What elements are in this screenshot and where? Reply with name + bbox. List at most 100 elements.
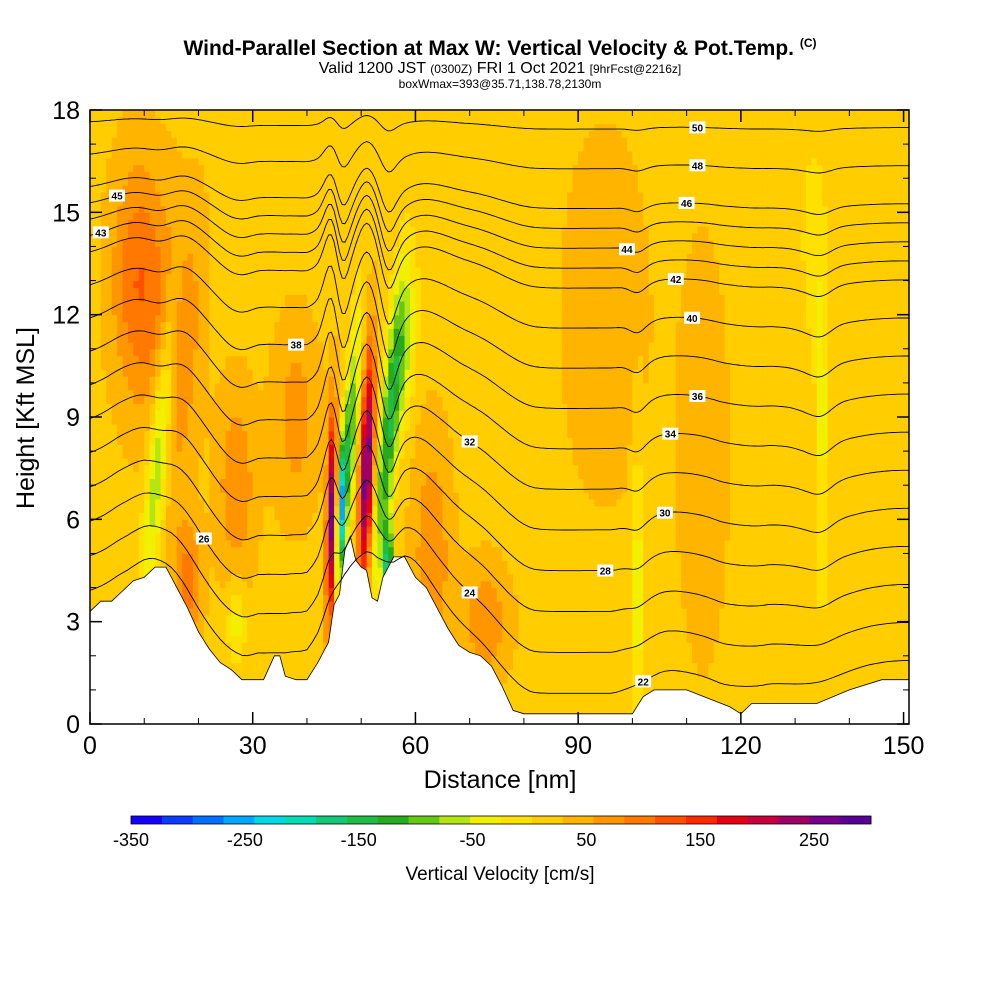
velocity-cell [350,348,357,357]
velocity-cell [372,464,379,473]
velocity-cell [209,307,216,316]
velocity-cell [236,144,243,152]
velocity-cell [220,580,227,589]
velocity-cell [306,567,313,575]
velocity-cell [296,553,303,561]
velocity-cell [285,321,292,329]
velocity-cell [182,116,189,125]
velocity-cell [268,580,276,589]
velocity-cell [236,185,243,193]
velocity-cell [258,457,265,466]
velocity-cell [171,273,178,282]
velocity-cell [241,410,248,418]
velocity-cell [268,212,276,220]
velocity-cell [241,539,248,548]
velocity-cell [160,437,167,445]
velocity-cell [252,669,259,677]
velocity-cell [274,232,281,241]
velocity-cell [127,553,134,561]
velocity-cell [187,355,194,364]
velocity-cell [274,321,281,329]
velocity-cell [133,423,140,432]
velocity-cell [209,301,216,309]
velocity-cell [160,328,167,336]
velocity-cell [122,287,129,295]
velocity-cell [149,219,156,227]
velocity-cell [377,185,384,193]
velocity-cell [323,403,330,411]
velocity-cell [225,110,232,118]
velocity-cell [301,498,308,507]
velocity-cell [176,307,183,316]
velocity-cell [220,608,227,616]
velocity-cell [323,260,330,268]
velocity-cell [296,348,303,357]
velocity-cell [296,362,303,370]
velocity-cell [220,526,227,534]
velocity-cell [193,328,200,336]
velocity-cell [90,601,97,609]
velocity-cell [366,410,373,418]
velocity-cell [274,280,281,288]
velocity-cell [334,314,341,323]
velocity-cell [138,396,145,404]
velocity-cell [258,451,265,459]
velocity-cell [350,253,357,261]
velocity-cell [90,457,97,466]
velocity-cell [231,389,238,398]
velocity-cell [339,273,346,282]
velocity-cell [122,464,129,473]
velocity-cell [187,280,194,288]
velocity-cell [144,225,151,234]
velocity-cell [241,532,248,541]
velocity-cell [187,580,194,589]
velocity-cell [182,512,189,520]
velocity-cell [372,157,379,166]
velocity-cell [149,532,156,541]
velocity-cell [171,485,178,493]
velocity-cell [274,171,281,179]
velocity-cell [231,178,238,186]
velocity-cell [90,512,97,520]
velocity-cell [149,191,156,200]
velocity-cell [203,628,210,636]
velocity-cell [290,273,297,282]
velocity-cell [138,144,145,152]
velocity-cell [263,355,270,364]
velocity-cell [187,191,194,200]
velocity-cell [372,437,379,445]
velocity-cell [187,560,194,568]
velocity-cell [344,253,351,261]
velocity-cell [258,410,265,418]
velocity-cell [155,464,162,473]
velocity-cell [247,294,254,302]
velocity-cell [144,396,151,404]
velocity-cell [133,403,140,411]
velocity-cell [323,437,330,445]
velocity-cell [106,110,113,118]
velocity-cell [339,457,346,466]
velocity-cell [344,273,351,282]
velocity-cell [203,253,210,261]
velocity-cell [127,512,134,520]
velocity-cell [231,512,238,520]
velocity-cell [296,560,303,568]
velocity-cell [171,212,178,220]
velocity-cell [165,266,172,275]
velocity-cell [339,294,346,302]
velocity-cell [382,539,389,548]
velocity-cell [198,451,205,459]
velocity-cell [263,478,270,486]
velocity-cell [165,341,172,350]
velocity-cell [214,246,221,254]
velocity-cell [317,178,324,186]
velocity-cell [258,396,265,404]
velocity-cell [193,185,200,193]
velocity-cell [361,137,368,145]
velocity-cell [182,580,189,589]
velocity-cell [165,185,172,193]
velocity-cell [111,225,118,234]
velocity-cell [122,526,129,534]
velocity-cell [155,546,162,555]
velocity-cell [258,580,265,589]
